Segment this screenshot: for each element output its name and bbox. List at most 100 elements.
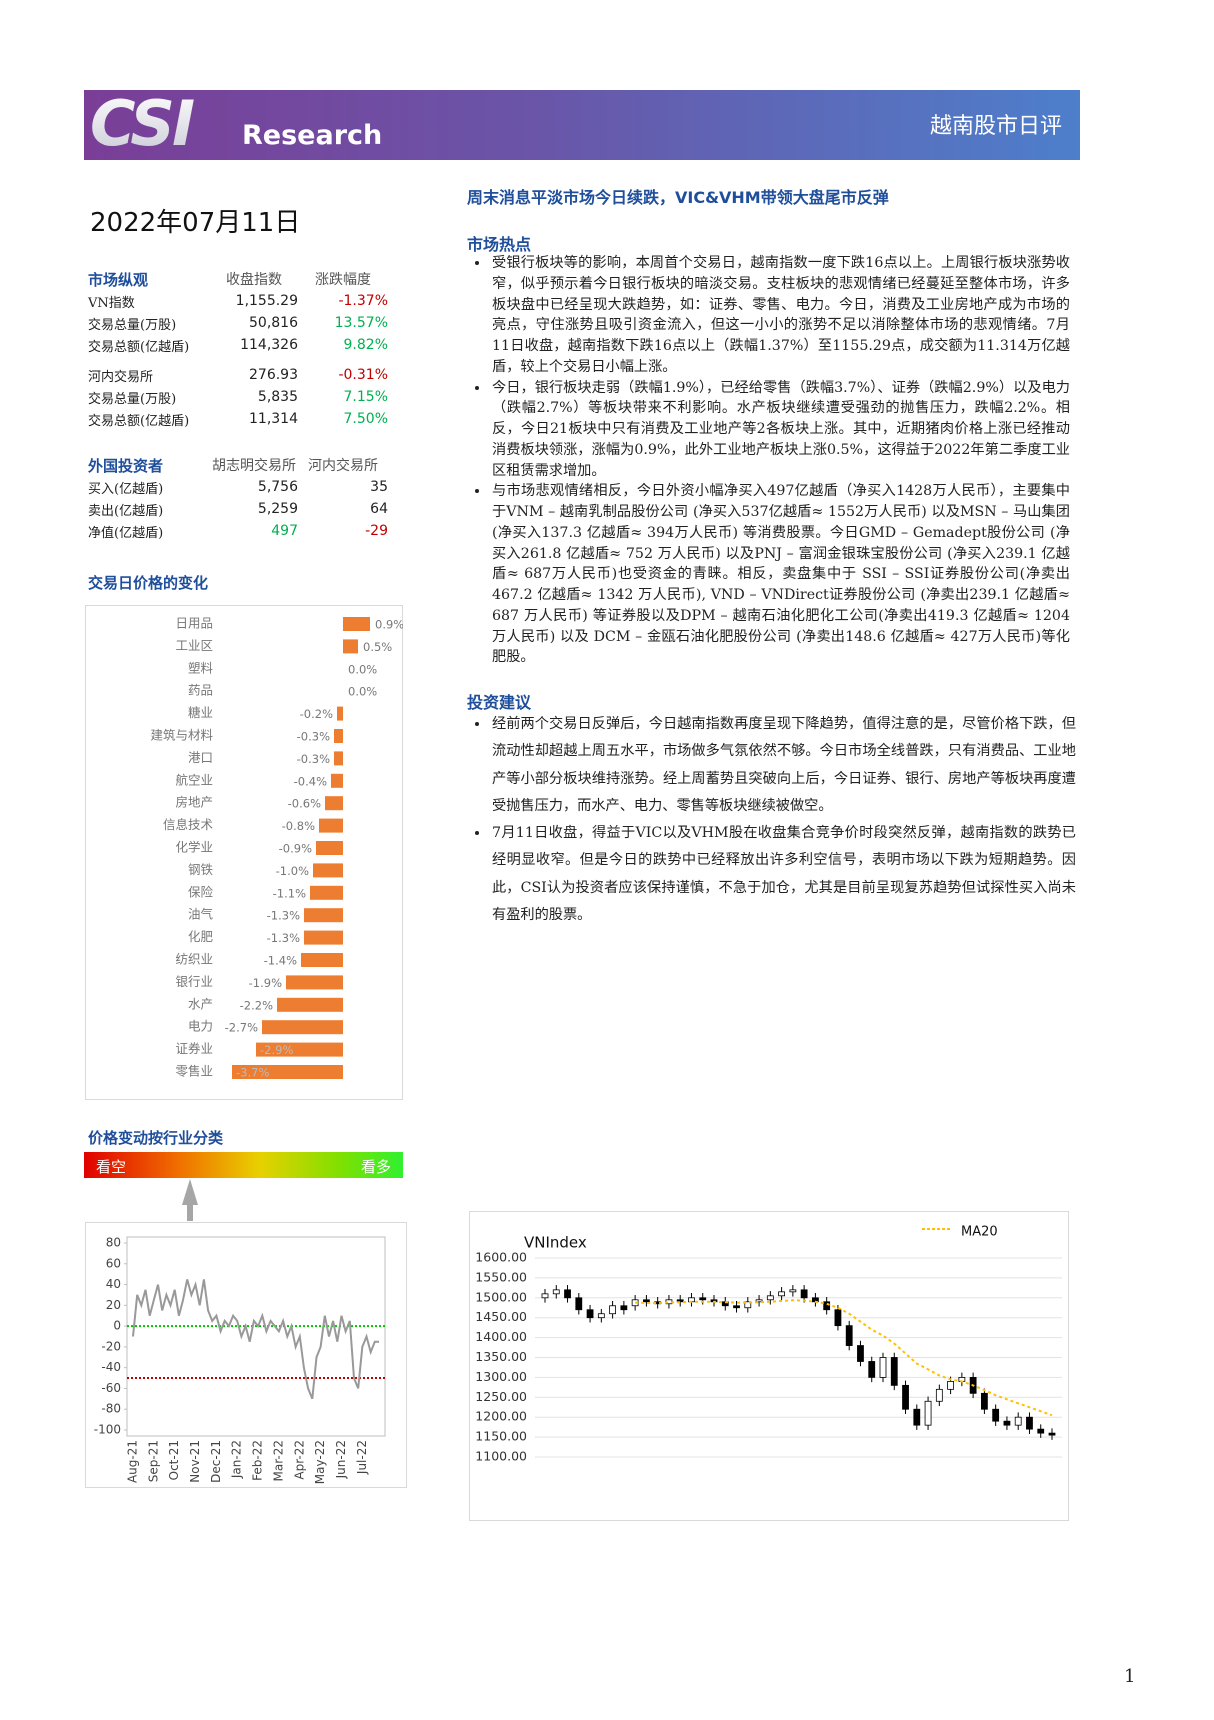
candle-body	[564, 1289, 571, 1299]
candle-body	[1014, 1416, 1022, 1426]
x-tick-label: Sep-21	[146, 1440, 160, 1482]
report-date: 2022年07月11日	[90, 208, 301, 238]
x-tick-label: Feb-22	[251, 1440, 265, 1481]
value-label: 0.0%	[348, 662, 377, 676]
brand: Research	[242, 120, 383, 151]
bar	[310, 885, 343, 900]
candle-body	[879, 1357, 887, 1378]
candle-body	[733, 1305, 740, 1309]
cell: 7.50%	[343, 411, 388, 427]
candle-body	[992, 1408, 1000, 1422]
category-label: 房地产	[175, 795, 213, 810]
bullet-point: 7月11日收盘，得益于VIC以及VHM股在收盘集合竞争价时段突然反弹，越南指数的…	[490, 820, 1076, 929]
category-label: 油气	[188, 907, 214, 922]
section-title: 价格变动按行业分类	[88, 1129, 224, 1147]
value-label: -0.3%	[297, 730, 330, 744]
y-tick-label: -20	[101, 1339, 121, 1353]
table-row: 买入(亿越盾) 5,756 35	[88, 476, 388, 498]
category-label: 日用品	[175, 616, 213, 631]
table-row: 交易总量(万股) 5,835 7.15%	[88, 386, 388, 408]
category-label: 化肥	[188, 929, 214, 944]
bar	[262, 1020, 343, 1035]
section-heading: 市场热点	[467, 235, 532, 254]
candle-body	[902, 1384, 909, 1410]
x-tick-label: May-22	[313, 1440, 327, 1484]
foreign-table: 外国投资者 胡志明交易所 河内交易所 买入(亿越盾) 5,756 35 卖出(亿越盾) 5,2…	[88, 454, 388, 542]
x-tick-label: Jun-22	[334, 1440, 348, 1479]
row-label: 交易总量(万股)	[88, 317, 177, 333]
page-number: 1	[1124, 1666, 1136, 1687]
table-header: 市场纵观 收盘指数 涨跌幅度	[88, 268, 388, 290]
bullish-label: 看多	[360, 1158, 391, 1176]
y-tick-label: 1500.00	[475, 1289, 527, 1304]
y-tick-label: -80	[101, 1402, 121, 1416]
x-tick-label: Mar-22	[271, 1440, 285, 1481]
section-title: 交易日价格的变化	[88, 574, 209, 592]
category-label: 零售业	[175, 1064, 213, 1079]
candle-body	[1037, 1428, 1045, 1434]
y-tick-label: 40	[106, 1277, 121, 1291]
candle-body	[981, 1392, 988, 1410]
cell: 5,259	[257, 501, 298, 517]
value-label: -0.4%	[294, 774, 327, 788]
cell: 497	[271, 523, 298, 539]
category-label: 纺织业	[175, 952, 213, 967]
candle-body	[575, 1297, 583, 1311]
y-tick-label: 60	[106, 1256, 121, 1270]
header-cell: 收盘指数	[226, 272, 282, 288]
candle-body	[913, 1408, 921, 1426]
y-tick-label: 1150.00	[475, 1429, 527, 1444]
candle-body	[642, 1299, 650, 1303]
cell: -29	[365, 523, 388, 539]
bar	[277, 997, 343, 1012]
y-tick-label: 1600.00	[475, 1250, 527, 1265]
bar	[304, 908, 343, 923]
category-label: 塑料	[188, 660, 214, 675]
chart-frame	[85, 1222, 407, 1488]
value-label: -0.3%	[297, 752, 330, 766]
candle-body	[800, 1289, 808, 1299]
candle-body	[778, 1291, 786, 1297]
category-label: 证券业	[175, 1041, 213, 1056]
category-label: 化学业	[175, 840, 213, 855]
bar	[316, 841, 343, 855]
bullet-point: 与市场悲观情绪相反，今日外资小幅净买入497亿越盾（净买入1428万人民币），主…	[490, 481, 1070, 668]
value-label: 0.0%	[348, 685, 377, 699]
y-tick-label: -60	[101, 1381, 121, 1395]
bar	[337, 706, 343, 721]
bar	[256, 1042, 343, 1057]
cell: 13.57%	[334, 315, 388, 331]
candle-body	[1003, 1420, 1011, 1426]
table-row: 交易总额(亿越盾) 11,314 7.50%	[88, 408, 388, 430]
header-banner: CSI Research 越南股市日评	[84, 90, 1080, 160]
ma-line	[635, 1299, 1053, 1417]
header-cell: 外国投资者	[88, 456, 164, 475]
candle-body	[789, 1289, 797, 1293]
category-label: 糖业	[188, 705, 213, 720]
y-tick-label: -40	[101, 1360, 121, 1374]
table-row: 卖出(亿越盾) 5,259 64	[88, 498, 388, 520]
chart-frame	[85, 605, 403, 1100]
sentiment-chart: 80 60 40 20 0 -20 -40 -60 -80 -100 Aug-21 Sep-21 Oct…	[85, 1222, 407, 1488]
value-label: -1.4%	[264, 954, 297, 968]
header-cell: 胡志明交易所	[212, 458, 296, 474]
y-tick-label: -100	[94, 1423, 121, 1437]
chart-title: VNIndex	[524, 1234, 587, 1252]
header-cell: 涨跌幅度	[315, 272, 371, 288]
category-label: 建筑与材料	[150, 728, 213, 743]
cell: 114,326	[240, 337, 298, 353]
value-label: 0.5%	[363, 640, 392, 654]
x-tick-label: Nov-21	[188, 1440, 202, 1483]
category-label: 电力	[188, 1019, 213, 1034]
x-tick-label: Jan-22	[230, 1440, 244, 1479]
bar	[304, 930, 343, 945]
candle-body	[586, 1309, 594, 1319]
category-label: 保险	[188, 884, 214, 899]
x-tick-label: Aug-21	[126, 1440, 140, 1483]
value-label: -0.8%	[282, 819, 315, 833]
header-cell: 市场纵观	[88, 270, 149, 289]
y-tick-label: 1450.00	[475, 1309, 527, 1324]
value-label: -2.9%	[260, 1043, 293, 1057]
pointer	[182, 1179, 198, 1221]
